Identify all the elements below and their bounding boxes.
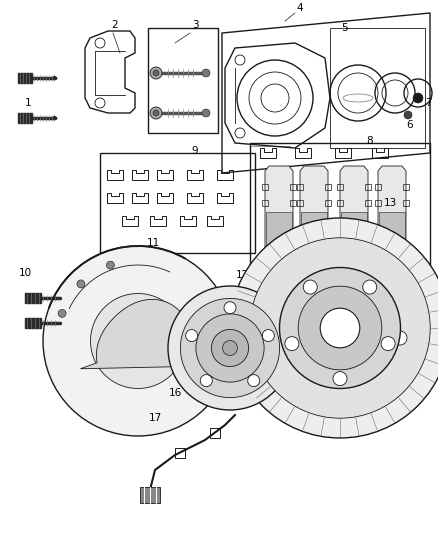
Bar <box>18 113 32 123</box>
Text: 6: 6 <box>407 120 413 130</box>
Circle shape <box>363 280 377 294</box>
Text: 2: 2 <box>112 20 118 30</box>
Polygon shape <box>388 324 412 352</box>
Bar <box>365 184 371 190</box>
Circle shape <box>212 329 249 367</box>
Circle shape <box>381 337 395 351</box>
Bar <box>337 199 343 206</box>
Circle shape <box>320 308 360 348</box>
Text: 11: 11 <box>146 238 159 248</box>
Text: 16: 16 <box>168 388 182 398</box>
Polygon shape <box>81 300 190 369</box>
Bar <box>266 212 292 275</box>
Bar <box>262 184 268 190</box>
Text: 17: 17 <box>148 413 162 423</box>
Circle shape <box>303 280 317 294</box>
Bar <box>148 28 218 133</box>
Bar <box>100 153 255 253</box>
Circle shape <box>180 298 279 398</box>
Circle shape <box>202 109 210 117</box>
Text: 3: 3 <box>192 20 198 30</box>
Circle shape <box>298 286 382 370</box>
Bar <box>375 184 381 190</box>
Text: 1: 1 <box>25 98 31 108</box>
Circle shape <box>202 69 210 77</box>
Circle shape <box>153 70 159 76</box>
Circle shape <box>200 375 212 386</box>
Circle shape <box>224 302 236 314</box>
Bar <box>290 184 296 190</box>
Bar <box>379 212 405 275</box>
Bar <box>140 487 160 503</box>
Bar <box>337 184 343 190</box>
Circle shape <box>58 309 66 317</box>
Text: 10: 10 <box>18 268 32 278</box>
Bar <box>341 212 367 275</box>
Bar <box>375 199 381 206</box>
Text: 12: 12 <box>235 270 249 280</box>
Circle shape <box>413 93 423 103</box>
Bar <box>365 199 371 206</box>
Circle shape <box>247 375 260 386</box>
Bar <box>175 448 185 458</box>
Circle shape <box>279 268 400 389</box>
Bar <box>301 212 327 275</box>
Circle shape <box>333 372 347 385</box>
Circle shape <box>77 280 85 288</box>
Bar <box>25 318 41 328</box>
Text: 4: 4 <box>297 3 303 13</box>
Circle shape <box>43 246 233 436</box>
Circle shape <box>186 329 198 342</box>
Polygon shape <box>300 166 328 276</box>
Circle shape <box>196 314 264 382</box>
Text: 8: 8 <box>367 136 373 146</box>
Circle shape <box>150 107 162 119</box>
Bar <box>250 143 430 288</box>
Polygon shape <box>265 166 293 276</box>
Bar <box>297 199 303 206</box>
Text: 15: 15 <box>230 376 244 386</box>
Circle shape <box>153 110 159 116</box>
Bar <box>297 184 303 190</box>
Bar <box>403 199 409 206</box>
Bar <box>330 28 425 148</box>
Bar <box>325 199 331 206</box>
Polygon shape <box>54 76 57 80</box>
Bar <box>325 184 331 190</box>
Polygon shape <box>340 166 368 276</box>
Circle shape <box>91 294 186 389</box>
Polygon shape <box>54 116 57 120</box>
Circle shape <box>230 218 438 438</box>
Circle shape <box>223 341 237 356</box>
Circle shape <box>106 261 114 269</box>
Text: 13: 13 <box>383 198 397 208</box>
Bar <box>25 293 41 303</box>
Bar <box>210 428 220 438</box>
Circle shape <box>168 286 292 410</box>
Circle shape <box>262 329 274 342</box>
Circle shape <box>150 67 162 79</box>
Circle shape <box>404 111 412 119</box>
Bar <box>290 199 296 206</box>
Circle shape <box>393 331 407 345</box>
Circle shape <box>285 337 299 351</box>
Text: 14: 14 <box>413 336 427 346</box>
Bar <box>18 73 32 83</box>
Text: 7: 7 <box>425 98 431 108</box>
Polygon shape <box>378 166 406 276</box>
Bar <box>403 184 409 190</box>
Text: 5: 5 <box>342 23 348 33</box>
Text: 9: 9 <box>192 146 198 156</box>
Bar <box>262 199 268 206</box>
Circle shape <box>250 238 430 418</box>
